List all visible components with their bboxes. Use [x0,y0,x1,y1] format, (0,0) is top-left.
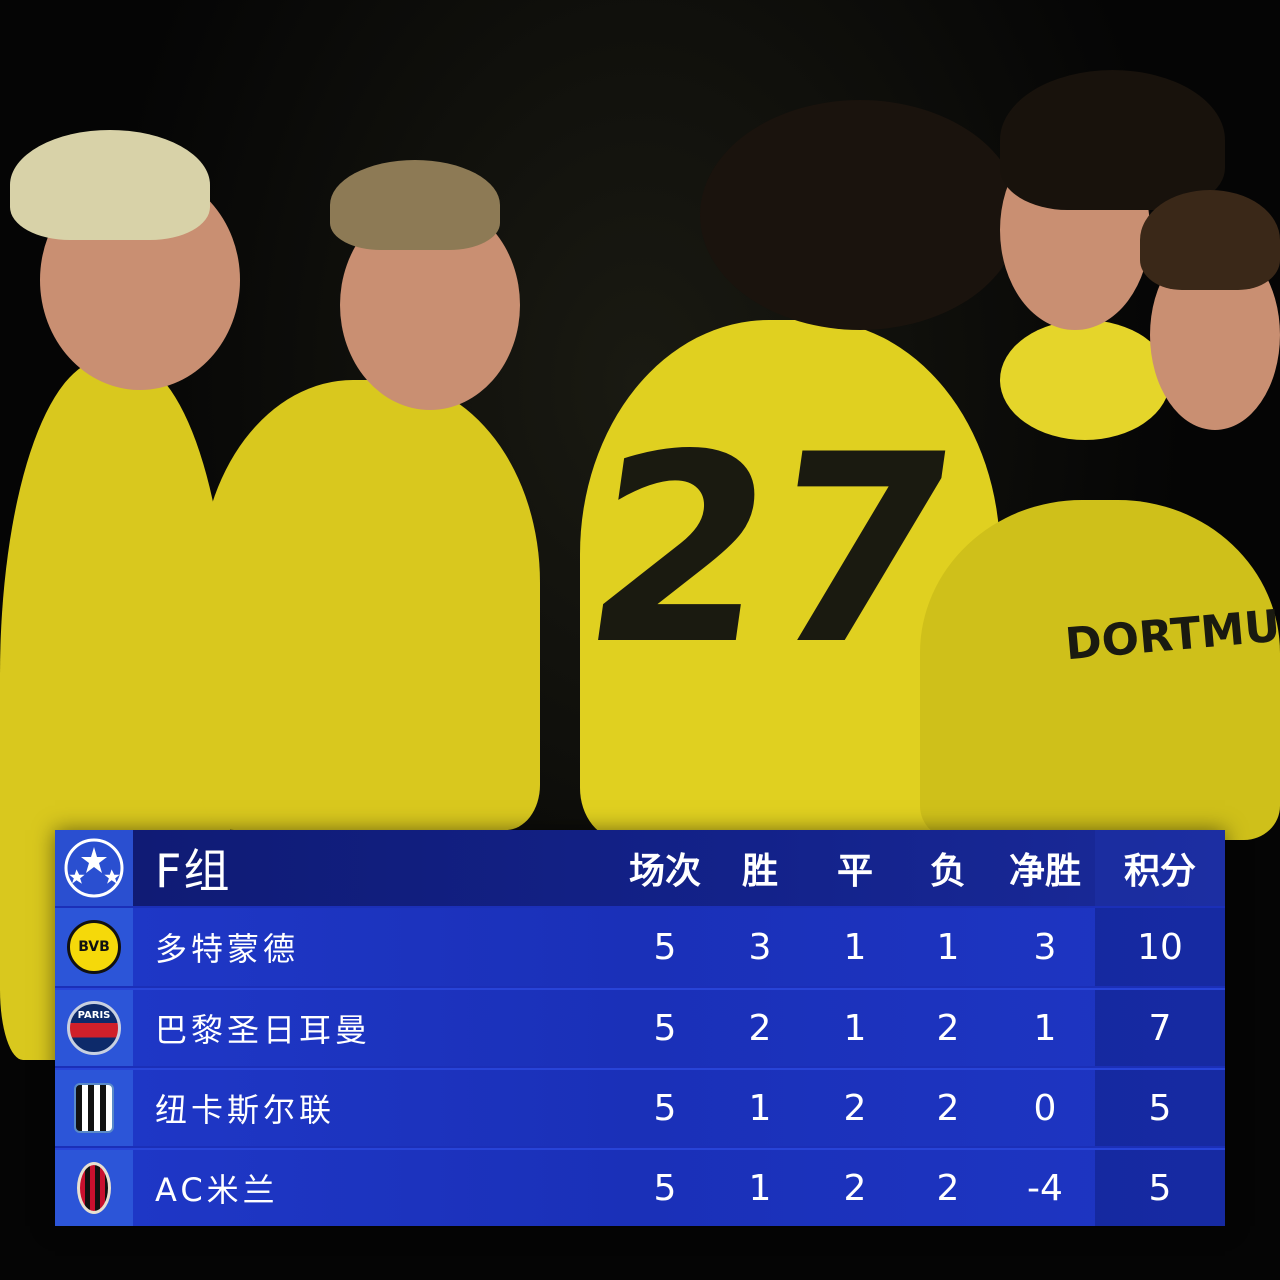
won: 1 [748,1167,772,1209]
lost: 2 [936,1167,960,1209]
psg-crest-icon: PARIS [67,1001,121,1055]
standings-table: F组 场次 胜 平 负 净胜 积分 BVB 多特蒙德 5 3 1 1 3 10 … [55,830,1225,1226]
drawn: 2 [843,1087,867,1129]
col-drawn: 平 [836,851,873,892]
shirt-number: 27 [568,400,974,702]
played: 5 [653,1087,677,1129]
goal-difference: 3 [1033,926,1057,968]
drawn: 2 [843,1167,867,1209]
ac-milan-crest-icon [77,1162,111,1214]
col-points: 积分 [1123,851,1196,892]
points: 5 [1148,1087,1172,1129]
goal-difference: -4 [1027,1167,1063,1209]
bvb-crest-icon: BVB [67,920,121,974]
group-title: F组 [155,844,232,898]
lost: 1 [936,926,960,968]
won: 3 [748,926,772,968]
team-name: 多特蒙德 [155,930,300,968]
team-name: 纽卡斯尔联 [155,1091,336,1129]
col-goal-difference: 净胜 [1008,851,1081,892]
drawn: 1 [843,926,867,968]
table-row: AC米兰 5 1 2 2 -4 5 [55,1148,1225,1226]
team-name: 巴黎圣日耳曼 [155,1011,372,1049]
won: 1 [748,1087,772,1129]
goal-difference: 1 [1033,1007,1057,1049]
col-won: 胜 [741,851,778,892]
played: 5 [653,926,677,968]
table-row: BVB 多特蒙德 5 3 1 1 3 10 [55,908,1225,986]
champions-league-starball-icon [55,830,133,906]
lost: 2 [936,1007,960,1049]
goal-difference: 0 [1033,1087,1057,1129]
won: 2 [748,1007,772,1049]
col-lost: 负 [929,851,966,892]
team-name: AC米兰 [155,1171,279,1209]
table-row: 纽卡斯尔联 5 1 2 2 0 5 [55,1068,1225,1146]
played: 5 [653,1167,677,1209]
lost: 2 [936,1087,960,1129]
points: 5 [1148,1167,1172,1209]
table-header: F组 场次 胜 平 负 净胜 积分 [55,830,1225,906]
drawn: 1 [843,1007,867,1049]
points: 7 [1148,1007,1172,1049]
col-played: 场次 [628,851,701,892]
played: 5 [653,1007,677,1049]
table-row: PARIS 巴黎圣日耳曼 5 2 1 2 1 7 [55,988,1225,1066]
points: 10 [1137,926,1183,968]
newcastle-crest-icon [74,1083,114,1133]
